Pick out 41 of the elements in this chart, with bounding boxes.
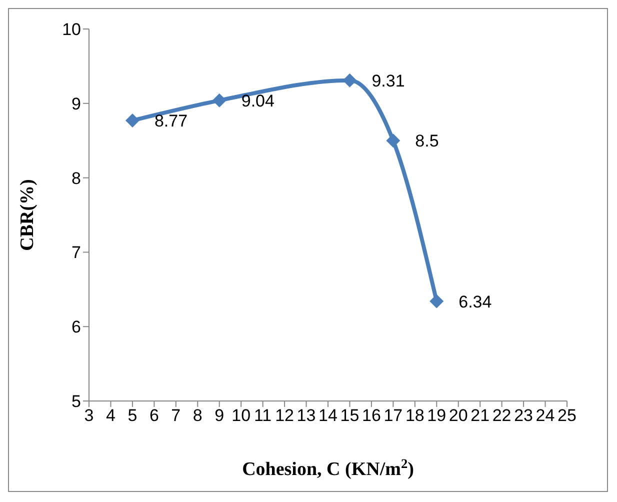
x-tick-label: 3 [84,406,94,426]
x-tick-label: 23 [514,406,534,426]
x-tick-label: 5 [128,406,138,426]
x-tick-label: 19 [427,406,446,426]
data-label: 9.04 [241,91,274,110]
x-tick-label: 13 [296,406,316,426]
y-axis-title: CBR(%) [17,179,38,251]
y-tick-label: 8 [72,168,81,188]
point [212,93,226,108]
x-axis-title: Cohesion, C (KN/m$^{2}$) [242,456,414,480]
x-tick-label: 24 [536,406,555,426]
y-tick-label: 6 [72,318,81,337]
y-tick-label: 7 [72,243,81,262]
x-tick-label: 6 [149,406,159,426]
x-tick-label: 16 [362,406,381,426]
point [125,114,140,128]
data-label: 9.31 [372,71,405,90]
x-tick-label: 17 [384,406,403,426]
x-tick-label: 11 [254,406,272,426]
x-tick-label: 21 [470,406,490,426]
x-tick-label: 7 [171,406,181,426]
y-tick-label: 10 [62,20,81,40]
x-tick-label: 10 [232,406,251,426]
x-tick-label: 22 [492,406,512,426]
x-tick-label: 8 [192,406,202,426]
y-tick-label: 9 [72,94,81,114]
point [430,294,444,308]
x-tick-label: 4 [106,406,116,426]
x-tick-label: 20 [448,406,468,426]
x-tick-label: 18 [405,406,424,426]
y-tick-label: 5 [72,392,81,412]
point [342,73,357,88]
data-label: 8.77 [154,112,188,131]
data-label: 8.5 [415,132,439,151]
x-tick-label: 9 [214,406,224,426]
point [386,134,400,148]
x-tick-label: 25 [558,406,576,426]
x-tick-label: 14 [318,406,338,426]
data-label: 6.34 [458,292,492,312]
x-tick-label: 15 [340,406,360,426]
x-tick-label: 12 [275,406,294,426]
